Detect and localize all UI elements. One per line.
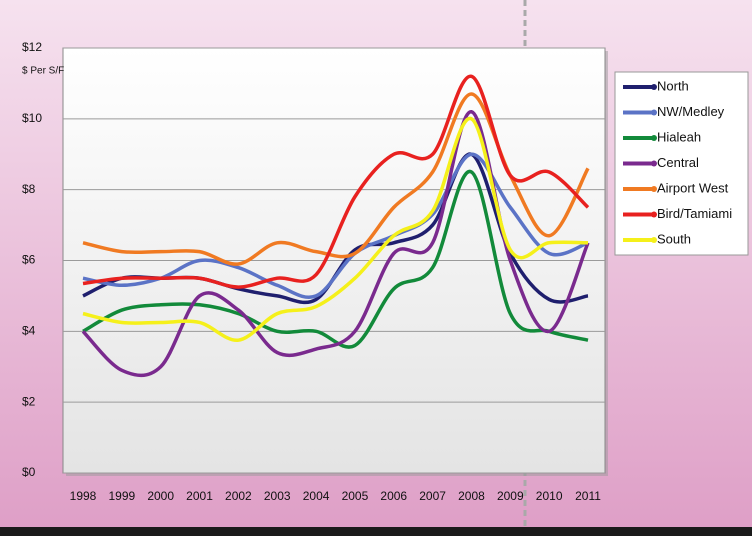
legend-label: Hialeah <box>657 129 701 144</box>
x-tick-label: 2007 <box>419 489 446 503</box>
series-line <box>82 74 590 289</box>
x-tick-label: 2001 <box>186 489 213 503</box>
y-tick-label: $4 <box>22 324 36 338</box>
y-tick-label: $12 <box>22 40 42 54</box>
y-tick-label: $6 <box>22 253 36 267</box>
y-tick-label: $8 <box>22 182 36 196</box>
y-tick-label: $2 <box>22 394 36 408</box>
legend-marker-dot <box>651 186 657 192</box>
legend-marker-dot <box>651 84 657 90</box>
x-tick-label: 2002 <box>225 489 252 503</box>
legend-label: North <box>657 78 689 93</box>
x-tick-label: 2003 <box>264 489 291 503</box>
x-tick-label: 2006 <box>380 489 407 503</box>
x-tick-label: 2000 <box>147 489 174 503</box>
legend-marker-dot <box>651 135 657 141</box>
y-tick-label: $10 <box>22 111 42 125</box>
legend-marker-dot <box>651 211 657 218</box>
x-tick-label: 1999 <box>108 489 135 503</box>
x-tick-label: 2004 <box>303 489 330 503</box>
x-tick-label: 2005 <box>342 489 369 503</box>
x-tick-label: 2011 <box>575 489 601 503</box>
legend-label: NW/Medley <box>657 104 725 119</box>
series-line <box>82 152 589 299</box>
x-tick-label: 2008 <box>458 489 485 503</box>
legend-label: South <box>657 231 691 246</box>
y-tick-label: $0 <box>22 465 36 479</box>
x-tick-label: 2010 <box>536 489 563 503</box>
series-line <box>81 110 590 378</box>
legend-marker-dot <box>651 109 657 116</box>
legend-marker-dot <box>651 160 657 167</box>
legend-marker-dot <box>651 237 657 243</box>
legend-label: Bird/Tamiami <box>657 206 732 221</box>
series-line <box>82 117 589 342</box>
x-tick-label: 1998 <box>70 489 97 503</box>
series-line <box>82 170 589 349</box>
legend-label: Airport West <box>657 180 729 195</box>
y-axis-label: $ Per S/F <box>22 66 64 77</box>
footer-bar <box>0 527 752 536</box>
x-tick-label: 2009 <box>497 489 524 503</box>
legend-label: Central <box>657 155 699 170</box>
